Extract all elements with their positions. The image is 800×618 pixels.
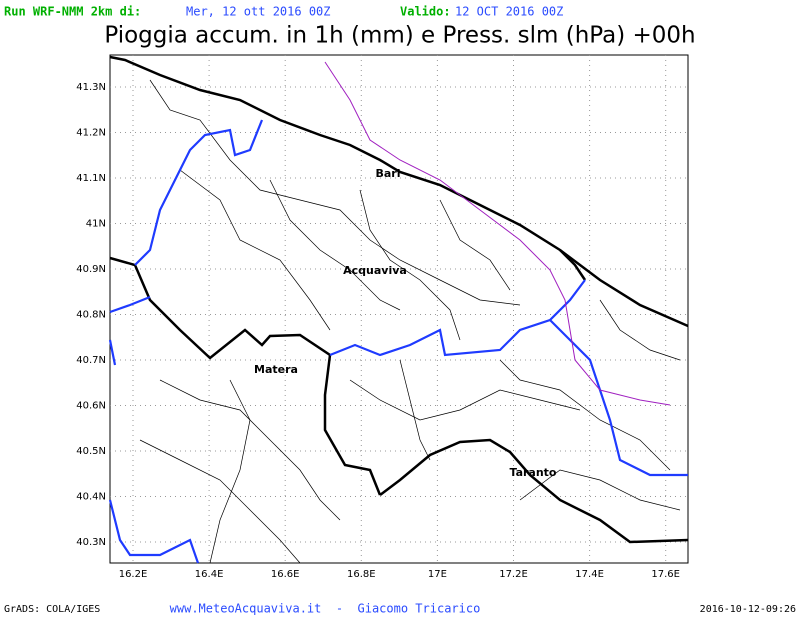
lon-label: 17.6E	[651, 569, 680, 580]
lat-label: 41N	[86, 219, 106, 230]
lat-label: 41.3N	[76, 82, 106, 93]
lon-label: 16.4E	[195, 569, 224, 580]
lat-label: 40.7N	[76, 355, 106, 366]
municipal-borders	[139, 79, 681, 564]
lon-label: 16.6E	[271, 569, 300, 580]
place-label: Acquaviva	[343, 264, 407, 277]
lat-label: 41.2N	[76, 128, 106, 139]
footer-right: 2016-10-12-09:26	[700, 604, 796, 615]
lat-label: 40.6N	[76, 401, 106, 412]
lon-label: 17.2E	[499, 569, 528, 580]
lon-label: 17.4E	[575, 569, 604, 580]
province-borders	[108, 119, 688, 564]
lon-label: 16.8E	[347, 569, 376, 580]
lat-label: 41.1N	[76, 173, 106, 184]
axis-labels: 16.2E 16.4E 16.6E 16.8E 17E 17.2E 17.4E 17.6E 41…	[76, 82, 680, 580]
footer-center: www.MeteoAcquaviva.it - Giacomo Tricaric…	[170, 602, 481, 616]
place-label: Bari	[375, 167, 400, 180]
map-title: Pioggia accum. in 1h (mm) e Press. slm (…	[104, 23, 695, 49]
lat-label: 40.3N	[76, 537, 106, 548]
lat-label: 40.5N	[76, 446, 106, 457]
footer-left: GrADS: COLA/IGES	[4, 604, 100, 615]
lon-label: 16.2E	[119, 569, 148, 580]
valid-date: 12 OCT 2016 00Z	[455, 5, 563, 19]
place-label: Matera	[254, 363, 298, 376]
run-label: Run WRF-NMM 2km di:	[4, 5, 141, 19]
valid-label: Valido:	[400, 5, 451, 19]
region-borders	[109, 55, 689, 544]
run-date: Mer, 12 ott 2016 00Z	[186, 5, 331, 19]
lat-label: 40.4N	[76, 492, 106, 503]
isobar	[324, 61, 671, 406]
lat-label: 40.9N	[76, 264, 106, 275]
plot-frame	[109, 54, 689, 564]
lat-label: 40.8N	[76, 310, 106, 321]
lon-label: 17E	[428, 569, 447, 580]
place-label: Taranto	[509, 466, 556, 479]
